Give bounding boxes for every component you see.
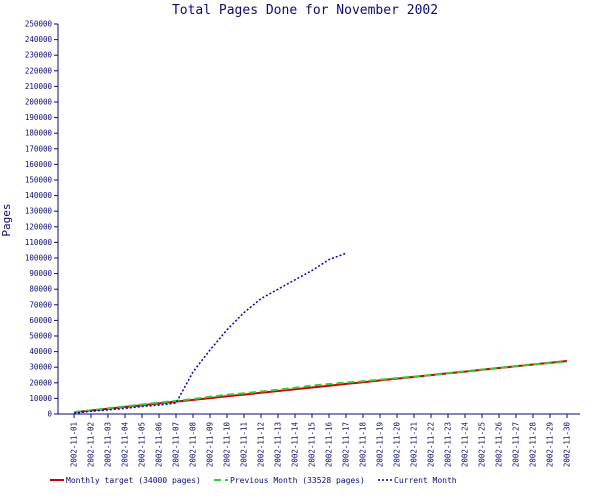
- x-tick-label: 2002-11-12: [257, 422, 266, 467]
- x-tick-label: 2002-11-14: [291, 422, 300, 468]
- x-tick-label: 2002-11-21: [410, 422, 419, 467]
- y-tick-label: 80000: [29, 285, 52, 294]
- y-tick-label: 220000: [25, 66, 53, 75]
- x-tick-label: 2002-11-15: [308, 422, 317, 467]
- legend-label-2: Previous Month (33528 pages): [230, 476, 365, 485]
- x-tick-label: 2002-11-29: [546, 422, 555, 467]
- x-tick-label: 2002-11-17: [342, 422, 351, 467]
- y-tick-label: 10000: [29, 394, 52, 403]
- y-tick-label: 100000: [25, 254, 53, 263]
- x-tick-label: 2002-11-25: [478, 422, 487, 467]
- x-tick-label: 2002-11-30: [563, 422, 572, 468]
- x-tick-label: 2002-11-28: [529, 422, 538, 468]
- x-tick-label: 2002-11-18: [359, 422, 368, 468]
- y-tick-label: 150000: [25, 176, 53, 185]
- series-line-2: [73, 360, 568, 414]
- y-tick-label: 30000: [29, 363, 52, 372]
- legend-label-1: Monthly target (34000 pages): [66, 476, 201, 485]
- y-axis-title: Pages: [0, 203, 13, 236]
- x-tick-label: 2002-11-16: [325, 422, 334, 468]
- y-tick-label: 120000: [25, 222, 53, 231]
- x-tick-label: 2002-11-09: [206, 422, 215, 467]
- y-tick-label: 140000: [25, 191, 53, 200]
- x-tick-label: 2002-11-08: [189, 422, 198, 468]
- x-tick-label: 2002-11-27: [512, 422, 521, 467]
- y-tick-label: 230000: [25, 51, 53, 60]
- x-tick-label: 2002-11-26: [495, 422, 504, 468]
- y-tick-label: 210000: [25, 82, 53, 91]
- chart-title: Total Pages Done for November 2002: [172, 3, 438, 18]
- series-line-3: [73, 252, 347, 414]
- x-tick-label: 2002-11-04: [121, 422, 130, 468]
- y-tick-label: 60000: [29, 316, 52, 325]
- x-tick-label: 2002-11-01: [70, 422, 79, 467]
- x-tick-label: 2002-11-06: [155, 422, 164, 468]
- y-tick-label: 170000: [25, 144, 53, 153]
- y-tick-label: 70000: [29, 300, 52, 309]
- x-tick-label: 2002-11-22: [427, 422, 436, 467]
- x-tick-label: 2002-11-20: [393, 422, 402, 468]
- y-tick-label: 160000: [25, 160, 53, 169]
- y-tick-label: 250000: [25, 20, 53, 29]
- legend-label-3: Current Month: [394, 476, 457, 485]
- x-tick-label: 2002-11-05: [138, 422, 147, 467]
- x-tick-label: 2002-11-02: [87, 422, 96, 467]
- y-tick-label: 190000: [25, 113, 53, 122]
- plot-area: 0 10000 20000 30000 40000 50000 60000 70000 8000…: [25, 20, 580, 468]
- x-tick-label: 2002-11-10: [223, 422, 232, 468]
- y-tick-label: 110000: [25, 238, 53, 247]
- y-tick-label: 130000: [25, 207, 53, 216]
- y-tick-label: 90000: [29, 269, 52, 278]
- x-tick-label: 2002-11-13: [274, 422, 283, 467]
- x-tick-label: 2002-11-11: [240, 422, 249, 467]
- y-tick-label: 0: [47, 410, 52, 419]
- y-tick-label: 50000: [29, 332, 52, 341]
- y-tick-label: 200000: [25, 98, 53, 107]
- y-tick-label: 20000: [29, 378, 52, 387]
- y-tick-label: 240000: [25, 35, 53, 44]
- x-tick-label: 2002-11-03: [104, 422, 113, 467]
- y-tick-label: 180000: [25, 129, 53, 138]
- x-tick-label: 2002-11-07: [172, 422, 181, 467]
- x-tick-label: 2002-11-24: [461, 422, 470, 468]
- x-tick-label: 2002-11-23: [444, 422, 453, 467]
- x-tick-label: 2002-11-19: [376, 422, 385, 467]
- y-tick-label: 40000: [29, 347, 52, 356]
- legend: Monthly target (34000 pages) Previous Mon…: [50, 476, 457, 485]
